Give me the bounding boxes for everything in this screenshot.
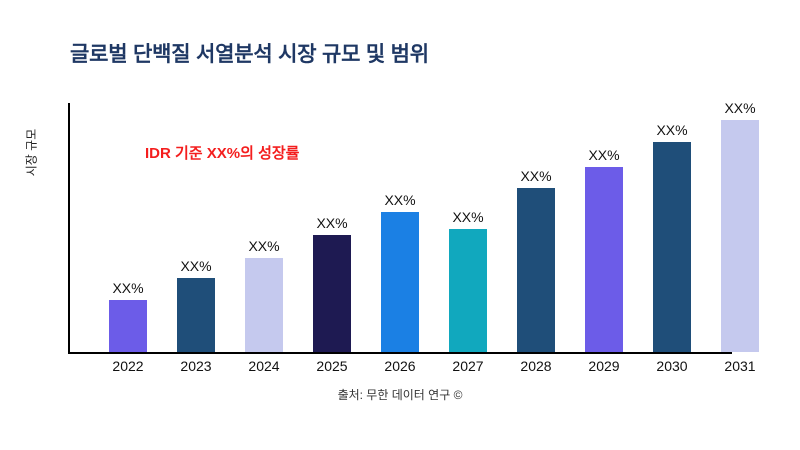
bar-group[interactable]: XX% (381, 186, 419, 352)
bar-value-label-2028: XX% (520, 168, 552, 184)
bar-2023[interactable] (177, 278, 215, 352)
bar-group[interactable]: XX% (653, 116, 691, 352)
bar-group[interactable]: XX% (721, 94, 759, 352)
bar-2029[interactable] (585, 167, 623, 352)
growth-rate-annotation: IDR 기준 XX%의 성장률 (145, 145, 300, 162)
bar-value-label-2027: XX% (452, 209, 484, 225)
bar-2024[interactable] (245, 258, 283, 352)
source-note: 출처: 무한 데이터 연구 © (337, 388, 463, 402)
y-axis-line (68, 103, 70, 353)
x-tick-2024: 2024 (248, 358, 280, 374)
x-tick-2023: 2023 (180, 358, 212, 374)
bar-2025[interactable] (313, 235, 351, 352)
bar-value-label-2023: XX% (180, 258, 212, 274)
bar-group[interactable]: XX% (245, 232, 283, 352)
bar-value-label-2024: XX% (248, 238, 280, 254)
bar-group[interactable]: XX% (585, 141, 623, 352)
x-tick-2022: 2022 (112, 358, 144, 374)
chart-title: 글로벌 단백질 서열분석 시장 규모 및 범위 (70, 43, 429, 66)
x-tick-2028: 2028 (520, 358, 552, 374)
x-axis-line (68, 352, 732, 354)
bar-2030[interactable] (653, 142, 691, 352)
x-tick-2025: 2025 (316, 358, 348, 374)
x-tick-2031: 2031 (724, 358, 756, 374)
bar-2031[interactable] (721, 120, 759, 352)
bar-value-label-2025: XX% (316, 215, 348, 231)
bar-value-label-2030: XX% (656, 122, 688, 138)
bar-2028[interactable] (517, 188, 555, 352)
bar-group[interactable]: XX% (517, 162, 555, 352)
x-tick-2030: 2030 (656, 358, 688, 374)
bar-group[interactable]: XX% (313, 209, 351, 352)
bar-2027[interactable] (449, 229, 487, 352)
bar-value-label-2026: XX% (384, 192, 416, 208)
x-tick-2027: 2027 (452, 358, 484, 374)
bar-2022[interactable] (109, 300, 147, 352)
bar-group[interactable]: XX% (109, 274, 147, 352)
y-axis-label: 시장 규모 (24, 128, 39, 177)
x-tick-2029: 2029 (588, 358, 620, 374)
bar-2026[interactable] (381, 212, 419, 352)
bar-value-label-2029: XX% (588, 147, 620, 163)
bar-value-label-2022: XX% (112, 280, 144, 296)
bar-group[interactable]: XX% (177, 252, 215, 352)
bar-value-label-2031: XX% (724, 100, 756, 116)
x-tick-2026: 2026 (384, 358, 416, 374)
bar-group[interactable]: XX% (449, 203, 487, 352)
